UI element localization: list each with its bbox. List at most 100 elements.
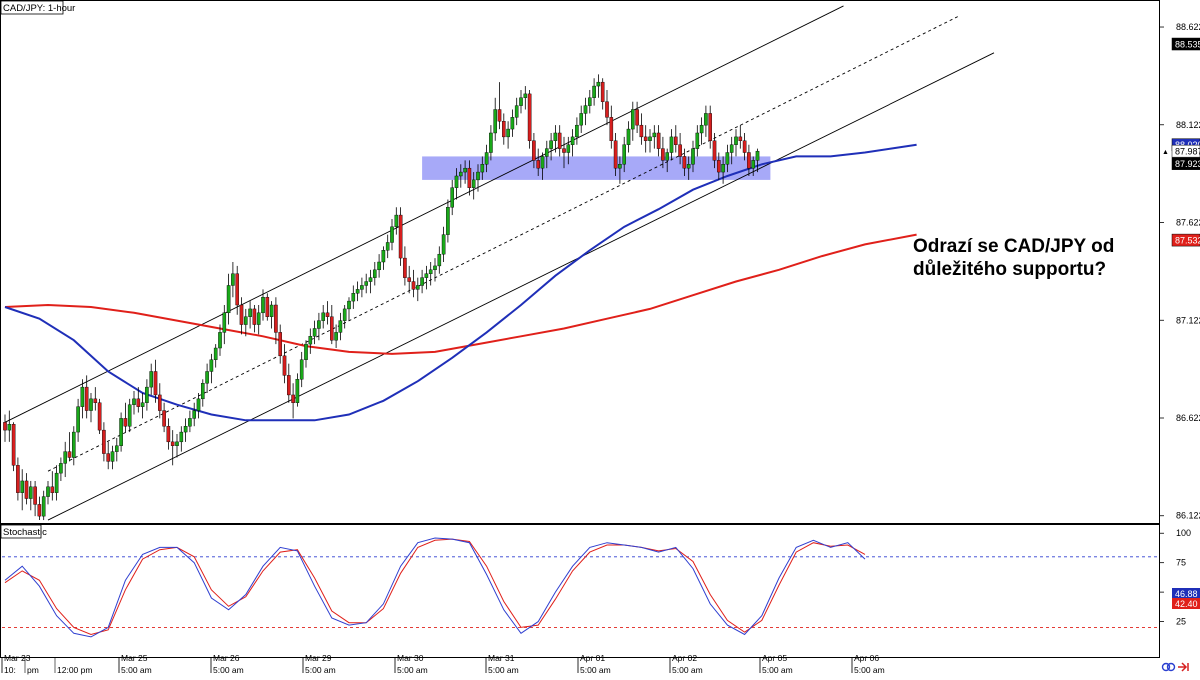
- candle: [467, 160, 472, 196]
- time-tick-label: Mar 30: [397, 653, 424, 663]
- candle: [373, 262, 377, 286]
- time-tick-label: Mar 26: [213, 653, 240, 663]
- candle: [114, 437, 119, 462]
- candle-body: [170, 441, 175, 446]
- candle-body: [600, 81, 605, 102]
- candle: [738, 125, 743, 149]
- candle: [742, 132, 747, 161]
- candle: [317, 312, 321, 341]
- candle: [441, 226, 446, 262]
- candle-body: [510, 117, 515, 130]
- candle-body: [364, 281, 369, 286]
- candle: [579, 105, 583, 133]
- scroll-to-end-icon[interactable]: [1178, 662, 1189, 672]
- candle-body: [527, 93, 532, 141]
- candle: [416, 277, 420, 302]
- candle-body: [523, 93, 528, 98]
- candle: [626, 121, 631, 153]
- stochastic-value-text: 46.88: [1175, 589, 1198, 599]
- price-tick-label: 87.622: [1176, 218, 1200, 228]
- candle-body: [635, 109, 639, 126]
- time-tick-label: Apr 02: [672, 653, 697, 663]
- candle: [347, 297, 351, 321]
- time-tick-label: Apr 01: [580, 653, 605, 663]
- candle-body: [231, 273, 235, 286]
- candle-body: [183, 426, 188, 433]
- candle-body: [549, 140, 553, 149]
- candle-body: [282, 355, 287, 376]
- candle-body: [200, 383, 205, 400]
- time-tick-label: 5:00 am: [121, 665, 152, 675]
- candle: [360, 277, 364, 298]
- candles-layer: [3, 74, 760, 521]
- candle-body: [398, 214, 403, 259]
- candle: [721, 156, 725, 184]
- candle: [648, 129, 652, 153]
- candle: [510, 109, 515, 137]
- candle: [136, 387, 141, 413]
- candle: [157, 383, 162, 419]
- candle: [691, 140, 695, 173]
- candle: [476, 164, 480, 192]
- candle-body: [248, 308, 252, 317]
- candle: [140, 392, 145, 419]
- candle: [385, 234, 390, 259]
- time-tick-label: 12:00 pm: [57, 665, 92, 675]
- candle: [308, 328, 313, 354]
- candle-body: [476, 171, 480, 181]
- channel-middle-line: [47, 15, 960, 472]
- price-label-text: 87.532: [1175, 236, 1200, 246]
- candle-body: [145, 386, 149, 403]
- candle: [106, 441, 110, 470]
- candle: [175, 434, 179, 458]
- candle-body: [213, 347, 218, 360]
- candle: [231, 262, 235, 298]
- time-tick-label: 5:00 am: [488, 665, 519, 675]
- price-label-text: 87.987: [1175, 147, 1200, 157]
- candle-body: [755, 150, 760, 161]
- candle-body: [403, 257, 407, 278]
- candle: [256, 305, 261, 335]
- stochastic-k-line: [4, 537, 866, 638]
- stochastic-d-line: [4, 538, 866, 636]
- candle-body: [149, 371, 154, 388]
- candle: [84, 375, 89, 419]
- candle: [188, 410, 192, 433]
- candle-body: [80, 386, 85, 407]
- candle: [420, 269, 424, 294]
- candle-body: [570, 136, 575, 145]
- candle: [80, 379, 85, 419]
- candle-body: [493, 109, 498, 134]
- candle-body: [484, 152, 489, 165]
- candle-body: [351, 293, 356, 302]
- candle-body: [373, 269, 377, 278]
- stochastic-tick-label: 75: [1176, 558, 1186, 568]
- time-tick-label: Mar 31: [488, 653, 515, 663]
- time-tick-label: 5:00 am: [580, 665, 611, 675]
- candle: [153, 359, 158, 403]
- candle: [166, 418, 171, 450]
- candle: [600, 78, 605, 110]
- candle: [274, 297, 278, 345]
- candle-body: [67, 451, 72, 458]
- time-tick-label: Mar 25: [121, 653, 148, 663]
- link-icon[interactable]: [1161, 662, 1176, 672]
- candle-body: [514, 105, 519, 118]
- candle-body: [33, 486, 37, 505]
- candle: [89, 392, 93, 423]
- candle: [179, 426, 184, 452]
- candle-body: [37, 504, 42, 517]
- candle: [545, 140, 549, 169]
- candle-body: [695, 132, 700, 149]
- candle-body: [497, 109, 502, 122]
- candle: [282, 344, 287, 384]
- candle-body: [704, 113, 708, 126]
- candle: [704, 105, 708, 137]
- candle: [583, 97, 588, 126]
- candle-body: [269, 304, 274, 317]
- candle: [566, 136, 571, 165]
- candle-body: [437, 253, 442, 267]
- candle-body: [751, 160, 755, 169]
